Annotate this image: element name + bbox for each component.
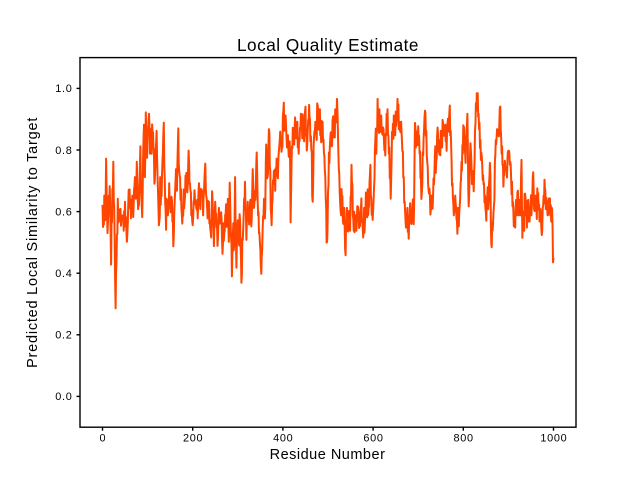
svg-text:0.8: 0.8 xyxy=(55,145,72,157)
svg-text:0.6: 0.6 xyxy=(55,206,72,218)
svg-text:800: 800 xyxy=(454,433,474,445)
svg-text:200: 200 xyxy=(183,433,203,445)
svg-text:1.0: 1.0 xyxy=(55,83,72,95)
svg-text:600: 600 xyxy=(363,433,383,445)
svg-text:Residue Number: Residue Number xyxy=(270,447,386,463)
svg-text:0.2: 0.2 xyxy=(55,330,72,342)
svg-text:0: 0 xyxy=(100,433,107,445)
svg-text:Local Quality Estimate: Local Quality Estimate xyxy=(237,35,419,55)
svg-text:1000: 1000 xyxy=(540,433,567,445)
svg-text:0.0: 0.0 xyxy=(55,391,72,403)
svg-text:0.4: 0.4 xyxy=(55,268,72,280)
svg-text:Predicted Local Similarity to: Predicted Local Similarity to Target xyxy=(25,117,41,368)
svg-text:400: 400 xyxy=(273,433,293,445)
